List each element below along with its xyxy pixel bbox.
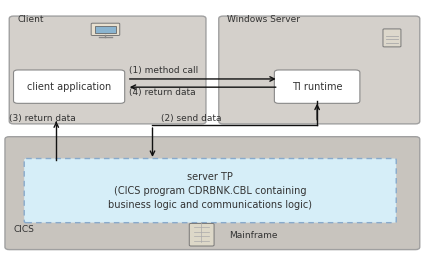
- Text: Mainframe: Mainframe: [230, 231, 278, 240]
- Text: server TP
(CICS program CDRBNK.CBL containing
business logic and communications : server TP (CICS program CDRBNK.CBL conta…: [108, 172, 312, 209]
- FancyBboxPatch shape: [14, 70, 125, 103]
- Text: (4) return data: (4) return data: [129, 88, 196, 98]
- Text: Windows Server: Windows Server: [227, 15, 300, 24]
- Text: Client: Client: [18, 15, 44, 24]
- Text: CICS: CICS: [14, 225, 34, 234]
- FancyBboxPatch shape: [24, 158, 396, 223]
- FancyBboxPatch shape: [91, 23, 120, 36]
- Text: (1) method call: (1) method call: [129, 66, 198, 75]
- Text: client application: client application: [27, 82, 111, 92]
- FancyBboxPatch shape: [219, 16, 420, 124]
- FancyBboxPatch shape: [383, 29, 401, 47]
- FancyBboxPatch shape: [275, 70, 360, 103]
- FancyBboxPatch shape: [189, 223, 214, 246]
- FancyBboxPatch shape: [95, 26, 116, 33]
- FancyBboxPatch shape: [9, 16, 206, 124]
- Text: (2) send data: (2) send data: [161, 114, 221, 123]
- FancyBboxPatch shape: [5, 137, 420, 249]
- Text: TI runtime: TI runtime: [292, 82, 342, 92]
- Text: (3) return data: (3) return data: [9, 114, 76, 123]
